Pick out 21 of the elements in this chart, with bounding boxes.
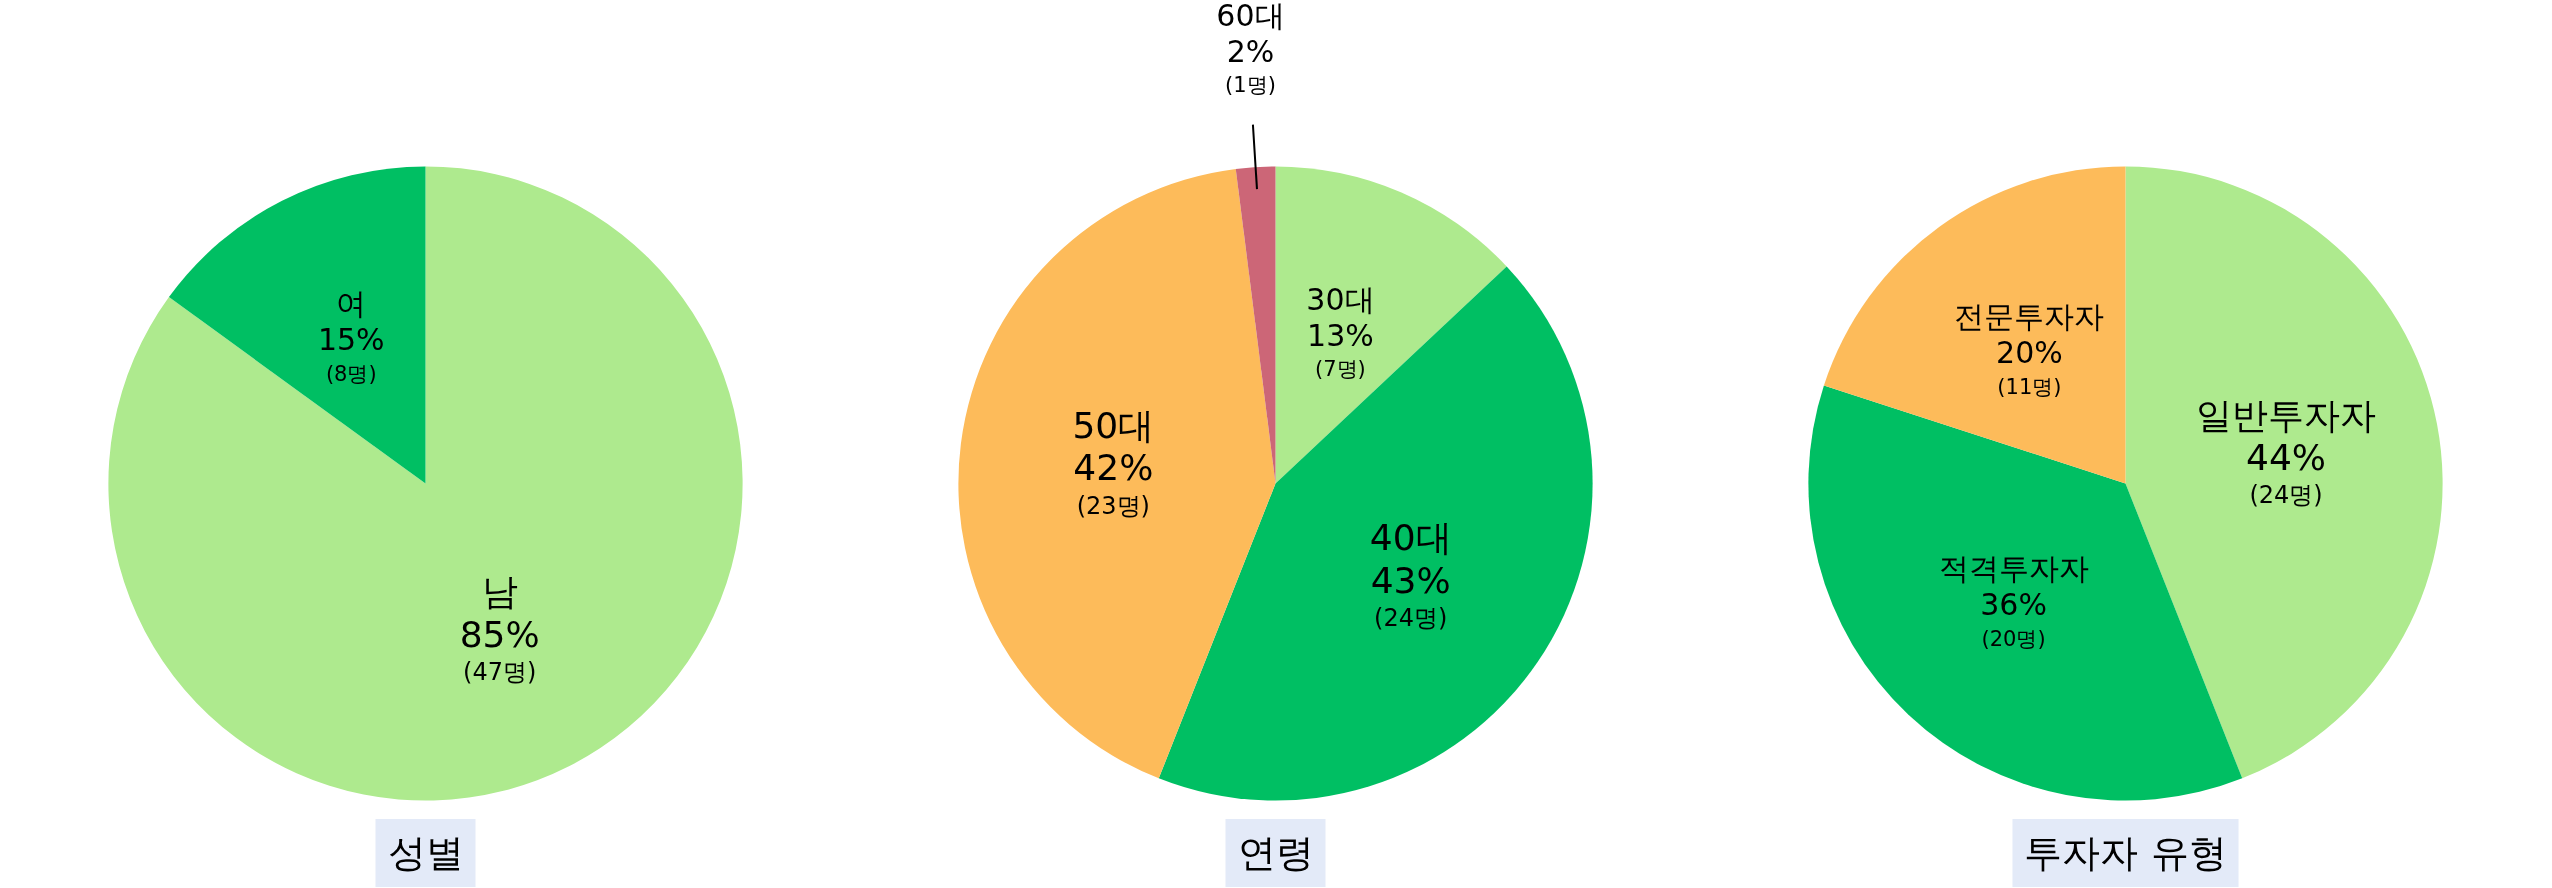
- slice-label: 일반투자자: [2196, 394, 2377, 436]
- data-label: 36% (20명): [1980, 586, 2047, 651]
- slice-label: 60대: [1216, 0, 1285, 33]
- text: 성별: [387, 830, 464, 875]
- slice-label: 전문투자자: [1954, 299, 2105, 335]
- slice-label: 남: [481, 571, 518, 613]
- slice-label: 50대: [1072, 404, 1155, 446]
- slice-label: 여: [336, 286, 367, 322]
- data-label: 15% (8명): [317, 321, 385, 386]
- data-label: 85% (47명): [459, 613, 540, 686]
- data-label: 2% (1명): [1225, 33, 1276, 98]
- data-label: 20% (11명): [1996, 335, 2063, 400]
- slice-label: 적격투자자: [1938, 550, 2089, 586]
- text: 투자자 유형: [2024, 830, 2227, 875]
- data-label: 42% (23명): [1073, 447, 1154, 520]
- slice-label: 40대: [1369, 517, 1452, 559]
- text: 연령: [1237, 830, 1314, 875]
- data-label: 13% (7명): [1307, 317, 1374, 382]
- data-label: 43% (24명): [1370, 559, 1451, 632]
- slice-label: 30대: [1306, 281, 1375, 317]
- data-label: 44% (24명): [2246, 437, 2327, 510]
